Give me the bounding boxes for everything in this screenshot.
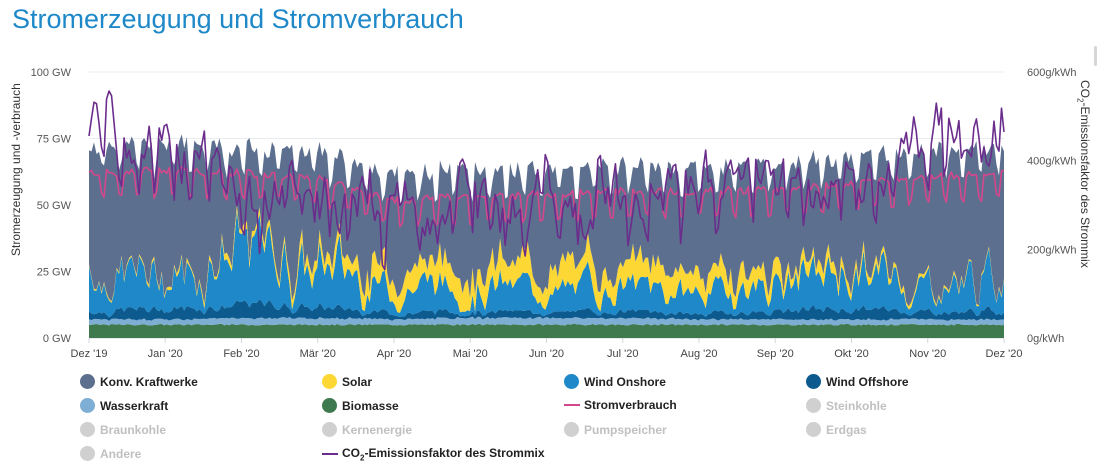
y-left-tick-label: 25 GW [37,267,72,279]
page-title: Stromerzeugung und Stromverbrauch [12,4,464,34]
legend-item-andere[interactable]: Andere [80,446,141,461]
braunkohle-icon [80,422,95,437]
y-axis-left-label: Stromerzeugung und -verbrauch [9,83,23,256]
line-co2-emissionsfaktor [88,90,1005,271]
erdgas-icon [806,422,821,437]
kernenergie-icon [322,422,337,437]
y-right-tick-label: 200g/kWh [1027,244,1077,256]
area-biomasse [89,323,1004,338]
x-tick-label: Nov '20 [909,348,946,360]
legend-item-wind-offshore[interactable]: Wind Offshore [806,374,909,389]
x-tick-label: Mär '20 [300,348,336,360]
y-left-tick-label: 75 GW [37,134,72,146]
y-left-tick-label: 50 GW [37,200,72,212]
legend-item-pumpspeicher[interactable]: Pumpspeicher [564,422,667,437]
wasserkraft-icon [80,398,95,413]
biomasse-icon [322,398,337,413]
legend-item-braunkohle[interactable]: Braunkohle [80,422,166,437]
x-tick-label: Jun '20 [529,348,564,360]
legend-item-wind-onshore[interactable]: Wind Onshore [564,374,666,389]
area-wasserkraft [89,316,1004,326]
area-konv-kraftwerke [89,134,1004,307]
pumpspeicher-icon [564,422,579,437]
legend-item-stromverbrauch[interactable]: Stromverbrauch [564,398,677,412]
legend-item-co2-emissionsfaktor[interactable]: CO2-Emissionsfaktor des Strommix [322,446,545,462]
x-tick-label: Aug '20 [681,348,718,360]
solar-icon [322,374,337,389]
andere-icon [80,446,95,461]
x-tick-label: Jul '20 [607,348,638,360]
legend-item-biomasse[interactable]: Biomasse [322,398,399,413]
x-tick-label: Sep '20 [757,348,794,360]
x-tick-label: Okt '20 [834,348,869,360]
legend-item-steinkohle[interactable]: Steinkohle [806,398,887,413]
line-stromverbrauch [88,166,1005,228]
y-right-tick-label: 0g/kWh [1027,333,1064,345]
legend-item-konv-kraftwerke[interactable]: Konv. Kraftwerke [80,374,198,389]
area-wind-onshore [89,210,1004,318]
y-axis-right-label: CO2-Emissionsfaktor des Strommix [1075,80,1092,268]
legend-item-solar[interactable]: Solar [322,374,372,389]
konv-kraftwerke-icon [80,374,95,389]
wind-onshore-icon [564,374,579,389]
steinkohle-icon [806,398,821,413]
legend-item-wasserkraft[interactable]: Wasserkraft [80,398,168,413]
area-solar [89,204,1004,313]
x-tick-label: Dez '20 [986,348,1023,360]
y-right-tick-label: 400g/kWh [1027,156,1077,168]
legend-item-erdgas[interactable]: Erdgas [806,422,867,437]
wind-offshore-icon [806,374,821,389]
x-tick-label: Feb '20 [223,348,259,360]
stromverbrauch-line-icon [564,404,580,406]
scroll-indicator[interactable] [1094,46,1097,66]
area-wind-offshore [89,299,1004,321]
legend-item-kernenergie[interactable]: Kernenergie [322,422,412,437]
x-tick-label: Apr '20 [377,348,412,360]
y-left-tick-label: 0 GW [43,333,72,345]
y-left-tick-label: 100 GW [31,67,72,79]
x-tick-label: Jan '20 [148,348,183,360]
y-right-tick-label: 600g/kWh [1027,67,1077,79]
x-tick-label: Dez '19 [71,348,108,360]
co2-line-icon [322,453,338,456]
x-tick-label: Mai '20 [453,348,488,360]
